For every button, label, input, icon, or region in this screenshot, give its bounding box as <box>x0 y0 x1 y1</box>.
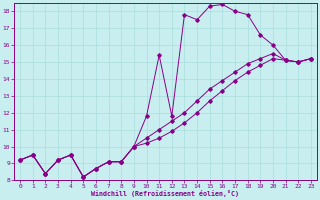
X-axis label: Windchill (Refroidissement éolien,°C): Windchill (Refroidissement éolien,°C) <box>92 190 239 197</box>
